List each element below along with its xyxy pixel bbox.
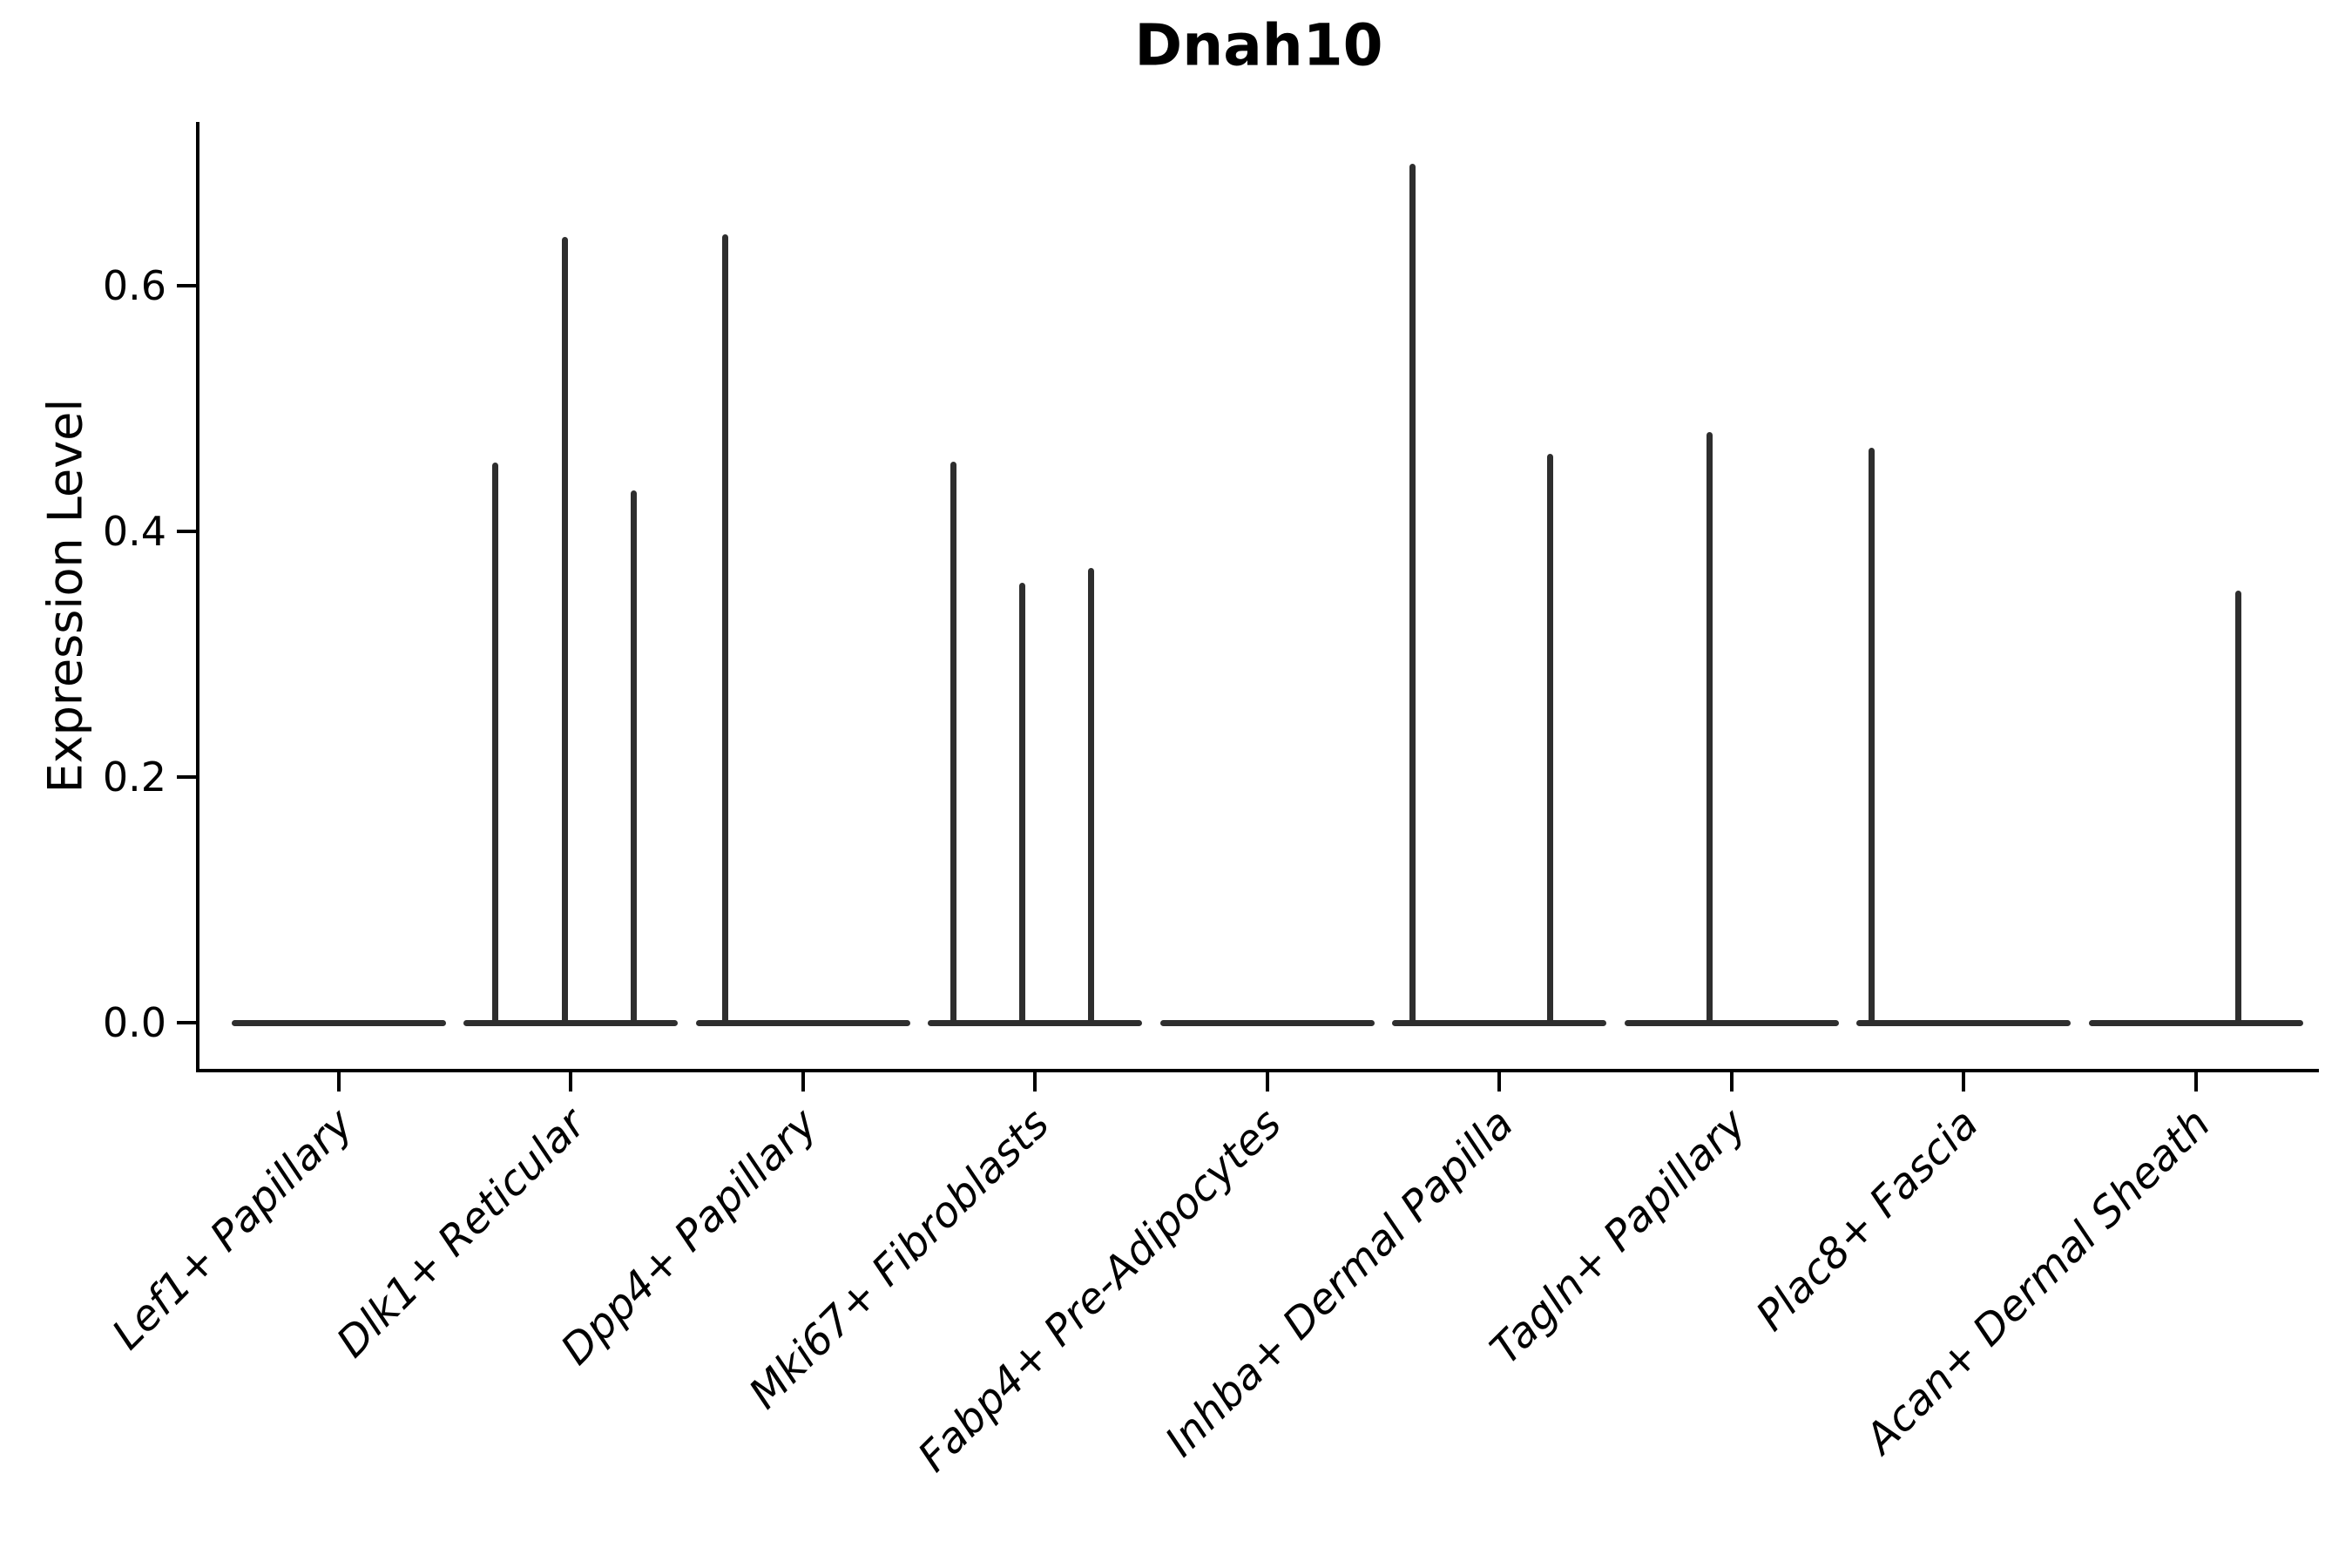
y-tick-mark [177, 775, 196, 779]
x-tick-mark [1265, 1072, 1269, 1092]
violin-baseline [1159, 1019, 1375, 1026]
violin-spike [1018, 583, 1025, 1025]
y-tick-mark [177, 284, 196, 287]
violin-spike [950, 461, 956, 1025]
violin-spike [561, 236, 568, 1025]
violin-baseline [1392, 1019, 1606, 1026]
x-tick-mark [336, 1072, 341, 1092]
y-tick-label: 0.2 [102, 754, 166, 801]
y-tick-label: 0.6 [102, 262, 166, 309]
x-category-label: Dlk1+ Reticular [327, 1099, 595, 1368]
x-tick-mark [801, 1072, 805, 1092]
violin-baseline [928, 1019, 1142, 1026]
violin-spike [2235, 590, 2241, 1025]
violin-baseline [231, 1019, 446, 1026]
violin-spike [1546, 454, 1553, 1025]
violin-baseline [1856, 1019, 2071, 1026]
violin-baseline [463, 1019, 678, 1026]
y-tick-label: 0.0 [102, 999, 166, 1046]
y-axis-label: Expression Level [37, 398, 93, 794]
violin-spike [491, 463, 498, 1025]
x-tick-mark [1729, 1072, 1734, 1092]
x-category-label: Lef1+ Papillary [102, 1099, 363, 1360]
x-tick-mark [2193, 1072, 2198, 1092]
y-axis-spine [196, 122, 199, 1072]
violin-spike [1409, 164, 1416, 1025]
violin-spike [1707, 431, 1713, 1025]
x-category-label: Tagln+ Papillary [1480, 1099, 1756, 1375]
y-tick-mark [177, 1021, 196, 1024]
x-tick-mark [1033, 1072, 1037, 1092]
x-category-label: Plac8+ Fascia [1746, 1099, 1988, 1341]
violin-spike [1868, 448, 1875, 1025]
y-tick-label: 0.4 [102, 508, 166, 555]
chart-title: Dnah10 [1134, 11, 1383, 79]
violin-baseline [2088, 1019, 2303, 1026]
violin-baseline [1624, 1019, 1839, 1026]
x-tick-mark [1497, 1072, 1501, 1092]
violin-spike [630, 490, 637, 1025]
x-axis-spine [196, 1069, 2319, 1072]
x-tick-mark [1962, 1072, 1965, 1092]
violin-spike [1087, 568, 1094, 1025]
violin-spike [722, 233, 728, 1025]
violin-baseline [695, 1019, 910, 1026]
x-tick-mark [569, 1072, 572, 1092]
y-tick-mark [177, 530, 196, 533]
x-category-label: Dpp4+ Papillary [551, 1099, 828, 1375]
